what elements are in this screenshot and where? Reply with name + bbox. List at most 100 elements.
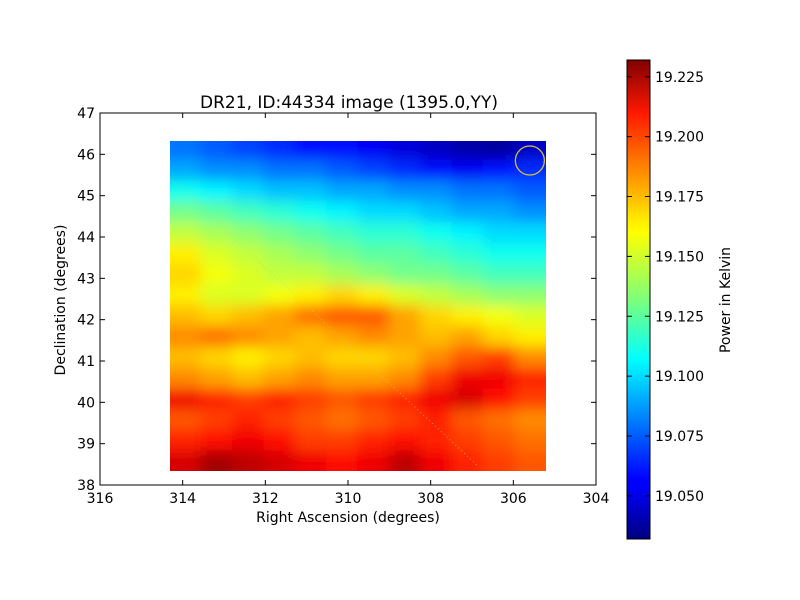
heatmap-cell	[420, 263, 454, 287]
heatmap-cell	[357, 284, 391, 308]
heatmap-cell	[420, 450, 454, 471]
heatmap-cell	[231, 141, 266, 162]
heatmap-cell	[294, 284, 328, 308]
heatmap-cell	[294, 180, 328, 204]
heatmap-cell	[451, 242, 485, 266]
y-tick-label: 47	[77, 106, 95, 122]
heatmap-cell	[200, 430, 234, 453]
heatmap-cell	[170, 159, 203, 183]
heatmap-cell	[357, 305, 391, 329]
heatmap-cell	[482, 326, 517, 349]
heatmap-cell	[325, 141, 360, 162]
heatmap-cell	[482, 346, 517, 370]
heatmap-cell	[231, 263, 266, 287]
heatmap-cell	[388, 346, 423, 370]
heatmap-cell	[357, 430, 391, 453]
x-axis-ticks: 316 314 312 310 308 306 304	[87, 113, 610, 507]
y-tick-label: 43	[77, 271, 95, 287]
colorbar-tick-label: 19.125	[655, 309, 704, 325]
heatmap-cell	[294, 388, 328, 412]
heatmap-cell	[325, 242, 360, 266]
heatmap-cell	[420, 326, 454, 349]
heatmap-cell	[170, 346, 203, 370]
heatmap-cell	[357, 409, 391, 433]
heatmap-cell	[200, 284, 234, 308]
heatmap-cell	[231, 305, 266, 329]
heatmap-cell	[200, 388, 234, 412]
x-tick-label: 304	[583, 491, 610, 507]
heatmap-cell	[388, 222, 423, 245]
heatmap-cell	[482, 430, 517, 453]
heatmap-cell	[263, 159, 297, 183]
y-tick-label: 38	[77, 478, 95, 494]
heatmap-cell	[451, 305, 485, 329]
heatmap-cell	[325, 409, 360, 433]
y-axis-label: Declination (degrees)	[53, 225, 69, 376]
heatmap-cell	[388, 450, 423, 471]
heatmap-cell	[325, 284, 360, 308]
heatmap-cell	[325, 263, 360, 287]
heatmap-cell	[200, 242, 234, 266]
heatmap-cell	[325, 201, 360, 225]
heatmap-cell	[514, 409, 546, 433]
colorbar-tick-label: 19.200	[655, 130, 704, 146]
heatmap-cell	[200, 141, 234, 162]
heatmap-cell	[482, 367, 517, 391]
heatmap-cell	[388, 201, 423, 225]
heatmap-cell	[357, 388, 391, 412]
heatmap-cell	[263, 346, 297, 370]
heatmap-cell	[263, 222, 297, 245]
heatmap-cell	[170, 263, 203, 287]
heatmap-cell	[420, 141, 454, 162]
heatmap-cell	[451, 201, 485, 225]
heatmap-cell	[357, 367, 391, 391]
colorbar	[626, 59, 651, 540]
heatmap-cell	[388, 284, 423, 308]
heatmap-cell	[420, 180, 454, 204]
heatmap-cell	[325, 326, 360, 349]
heatmap-cell	[482, 201, 517, 225]
heatmap-cell	[170, 409, 203, 433]
heatmap-cell	[482, 242, 517, 266]
heatmap-cell	[388, 326, 423, 349]
heatmap-cell	[294, 430, 328, 453]
heatmap-cell	[451, 263, 485, 287]
y-tick-label: 41	[77, 354, 95, 370]
heatmap-cell	[294, 242, 328, 266]
heatmap-cell	[451, 346, 485, 370]
heatmap-cell	[294, 159, 328, 183]
heatmap-cell	[170, 326, 203, 349]
heatmap-cell	[388, 409, 423, 433]
heatmap-cell	[200, 201, 234, 225]
heatmap-cell	[294, 346, 328, 370]
colorbar-tick-label: 19.050	[655, 489, 704, 505]
heatmap-cell	[388, 430, 423, 453]
heatmap-cell	[357, 180, 391, 204]
heatmap-cell	[514, 450, 546, 471]
heatmap-cell	[514, 305, 546, 329]
heatmap-cell	[170, 305, 203, 329]
heatmap-cell	[200, 346, 234, 370]
heatmap-cell	[294, 201, 328, 225]
x-tick-label: 306	[500, 491, 527, 507]
heatmap-cell	[357, 159, 391, 183]
heatmap-cell	[170, 201, 203, 225]
heatmap-cell	[294, 450, 328, 471]
heatmap-cell	[451, 450, 485, 471]
y-axis-ticks: 38 39 40 41 42 43 44 45 46 47	[77, 106, 596, 494]
heatmap-cell	[482, 305, 517, 329]
heatmap-cell	[231, 326, 266, 349]
heatmap-cell	[200, 263, 234, 287]
heatmap-cell	[200, 450, 234, 471]
heatmap-cell	[420, 159, 454, 183]
x-tick-label: 310	[335, 491, 362, 507]
x-axis-label: Right Ascension (degrees)	[256, 510, 440, 526]
heatmap-cell	[263, 326, 297, 349]
colorbar-tick-label: 19.175	[655, 190, 704, 206]
heatmap-cell	[514, 367, 546, 391]
heatmap-cell	[325, 346, 360, 370]
heatmap-cell	[170, 284, 203, 308]
heatmap-cell	[200, 409, 234, 433]
colorbar-tick-label: 19.075	[655, 429, 704, 445]
heatmap-cell	[325, 305, 360, 329]
